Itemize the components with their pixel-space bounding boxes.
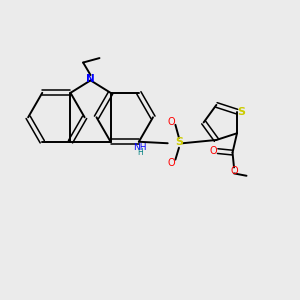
Text: NH: NH bbox=[134, 142, 147, 152]
Text: O: O bbox=[167, 158, 175, 168]
Text: S: S bbox=[237, 106, 245, 117]
Text: N: N bbox=[86, 74, 95, 84]
Text: O: O bbox=[230, 166, 238, 176]
Text: S: S bbox=[175, 137, 183, 147]
Text: H: H bbox=[137, 148, 143, 157]
Text: O: O bbox=[209, 146, 217, 156]
Text: O: O bbox=[167, 117, 175, 127]
